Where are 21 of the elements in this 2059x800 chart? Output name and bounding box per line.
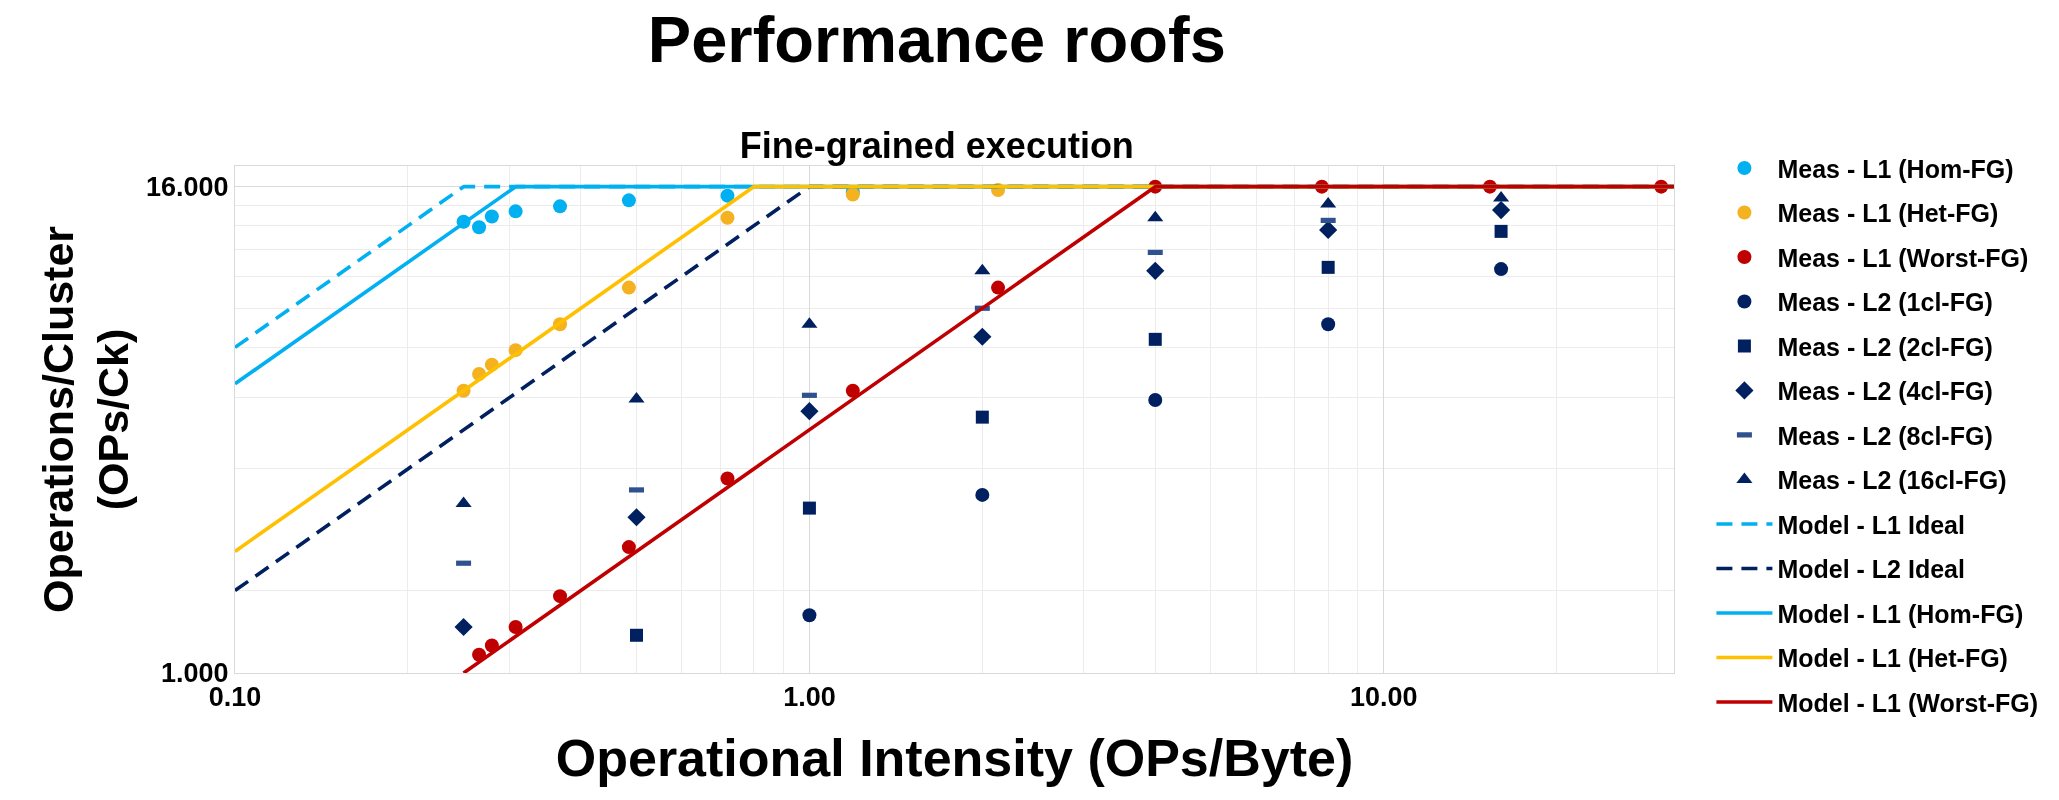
legend-label: Model - L1 (Het-FG) [1777, 644, 2008, 673]
legend-label: Meas - L2 (2cl-FG) [1777, 332, 1993, 361]
chart-title: Performance roofs [647, 2, 1226, 76]
x-tick-label: 1.00 [783, 682, 836, 713]
y-tick-label: 16.000 [146, 172, 229, 203]
legend-label: Model - L1 (Worst-FG) [1777, 688, 2039, 717]
chart-subtitle: Fine-grained execution [739, 125, 1134, 167]
legend-label: Model - L1 Ideal [1777, 510, 1965, 539]
legend-label: Model - L2 Ideal [1777, 555, 1965, 584]
legend-label: Meas - L1 (Het-FG) [1777, 199, 1999, 228]
legend-label: Meas - L2 (16cl-FG) [1777, 466, 2007, 495]
y-axis-title: Operations/Cluster (OPs/Ck) [33, 225, 138, 614]
legend-label: Meas - L2 (8cl-FG) [1777, 421, 1993, 450]
legend-label: Meas - L1 (Worst-FG) [1777, 243, 2029, 272]
x-axis-title: Operational Intensity (OPs/Byte) [555, 729, 1354, 788]
legend-label: Meas - L2 (4cl-FG) [1777, 377, 1993, 406]
x-tick-label: 10.00 [1350, 682, 1418, 713]
x-tick-label: 0.10 [208, 682, 262, 713]
legend-label: Meas - L2 (1cl-FG) [1777, 288, 1993, 317]
legend-label: Meas - L1 (Hom-FG) [1777, 154, 2014, 183]
legend-label: Model - L1 (Hom-FG) [1777, 599, 2024, 628]
